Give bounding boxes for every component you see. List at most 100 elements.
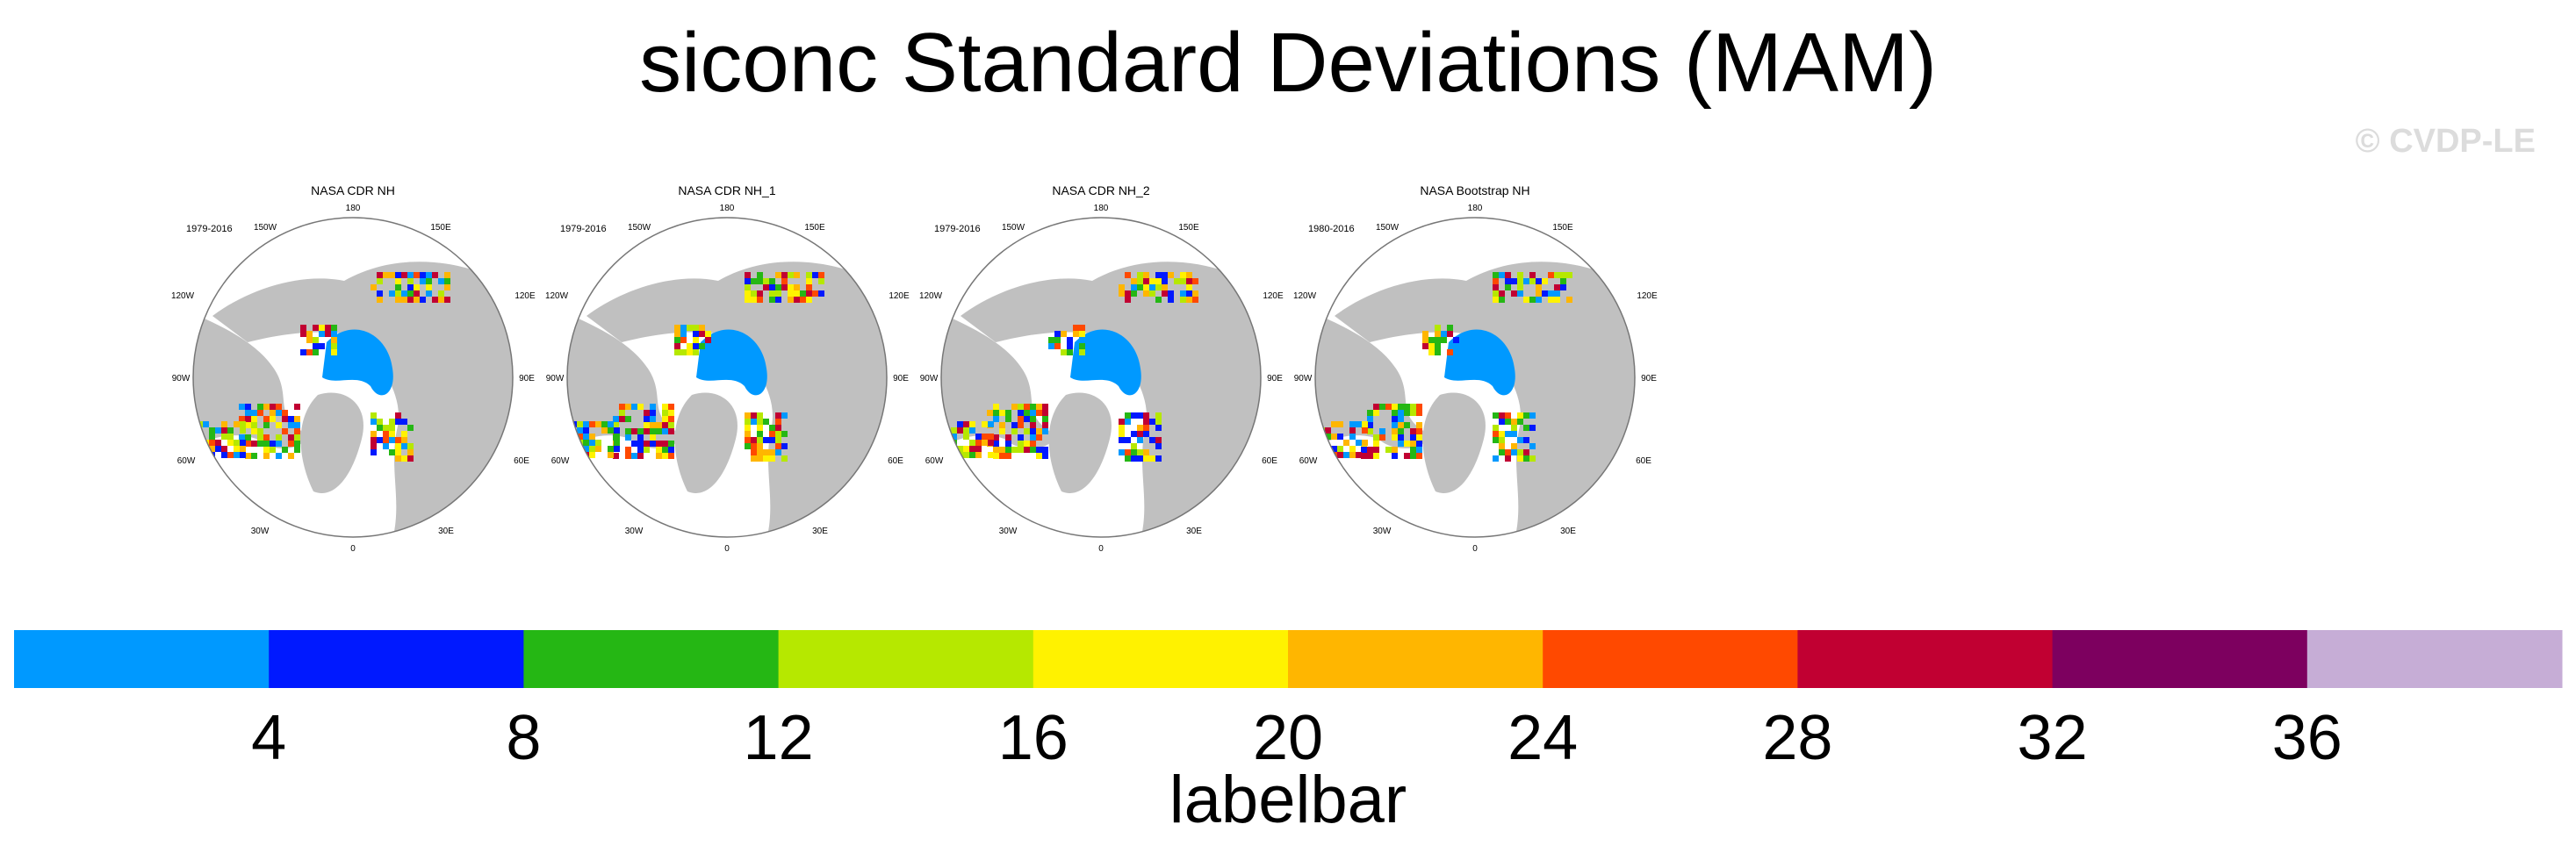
ice-cell — [662, 422, 668, 428]
ice-cell — [1143, 455, 1149, 462]
ice-cell — [1560, 284, 1566, 290]
ice-cell — [650, 416, 656, 422]
ice-cell — [1125, 455, 1131, 462]
ice-cell — [234, 421, 240, 427]
ice-cell — [1435, 343, 1441, 349]
ice-cell — [993, 434, 999, 441]
ice-cell — [1392, 416, 1398, 422]
ice-cell — [957, 421, 963, 427]
ice-cell — [1362, 440, 1368, 446]
ice-cell — [1018, 410, 1024, 416]
ice-cell — [1024, 416, 1030, 422]
labelbar-tick-label: 32 — [2018, 703, 2088, 773]
ice-cell — [251, 428, 257, 434]
ice-cell — [1137, 431, 1143, 437]
ice-cell — [757, 431, 763, 437]
ice-cell — [1125, 272, 1131, 278]
ice-cell — [294, 441, 300, 447]
ice-cell — [999, 447, 1005, 453]
ice-cell — [209, 427, 215, 434]
longitude-label: 30W — [625, 527, 644, 536]
ice-cell — [794, 284, 800, 290]
ice-cell — [1067, 343, 1073, 349]
ice-cell — [401, 437, 407, 443]
ice-cell — [240, 440, 246, 446]
ice-cell — [637, 434, 644, 441]
ice-cell — [775, 419, 781, 425]
longitude-label: 60W — [177, 456, 196, 466]
ice-cell — [769, 455, 775, 462]
ice-cell — [1435, 349, 1441, 355]
ice-cell — [781, 431, 788, 437]
ice-cell — [1367, 422, 1373, 428]
page-title: siconc Standard Deviations (MAM) — [639, 16, 1937, 110]
land-eurasia — [961, 262, 1261, 537]
ice-cell — [1192, 278, 1198, 284]
ice-cell — [1131, 290, 1137, 297]
ice-cell — [383, 425, 389, 431]
ice-cell — [1447, 331, 1453, 337]
ice-cell — [313, 337, 319, 343]
ice-cell — [794, 272, 800, 278]
ice-cell — [1523, 437, 1529, 443]
ice-cell — [1373, 434, 1379, 441]
ice-cell — [432, 297, 438, 303]
ice-cell — [294, 434, 300, 441]
ice-cell — [1548, 297, 1554, 303]
ice-cell — [1523, 412, 1529, 419]
ice-cell — [1119, 290, 1125, 297]
ice-cell — [395, 284, 401, 290]
ice-cell — [331, 337, 337, 343]
land-eurasia — [1335, 262, 1635, 537]
ice-cell — [608, 427, 614, 434]
ice-cell — [993, 453, 999, 459]
ice-cell — [1168, 272, 1174, 278]
ice-cell — [377, 425, 383, 431]
ice-cell — [1410, 410, 1416, 416]
ice-cell — [1511, 443, 1517, 449]
ice-cell — [313, 349, 319, 355]
ice-cell — [1416, 404, 1422, 410]
ice-cell — [993, 416, 999, 422]
ice-cell — [656, 428, 662, 434]
ice-cell — [383, 431, 389, 437]
ice-cell — [769, 297, 775, 303]
ice-cell — [331, 325, 337, 331]
ice-cell — [1499, 290, 1505, 297]
ice-cell — [1143, 431, 1149, 437]
longitude-label: 150W — [254, 223, 277, 233]
ice-cell — [999, 428, 1005, 434]
ice-cell — [668, 410, 674, 416]
ice-cell — [1125, 437, 1131, 443]
ice-cell — [288, 416, 294, 422]
ice-cell — [993, 447, 999, 453]
ice-cell — [234, 452, 240, 458]
ice-cell — [1067, 349, 1073, 355]
ice-cell — [1373, 447, 1379, 453]
ice-cell — [426, 284, 432, 290]
ice-cell — [1493, 425, 1499, 431]
ice-cell — [1036, 434, 1042, 441]
ice-cell — [589, 446, 595, 452]
ice-cell — [589, 440, 595, 446]
labelbar-box — [1797, 630, 2054, 688]
ice-cell — [806, 278, 812, 284]
ice-cell — [1517, 284, 1523, 290]
ice-cell — [637, 447, 644, 453]
ice-cell — [763, 278, 769, 284]
ice-cell — [240, 421, 246, 427]
ice-cell — [1131, 412, 1137, 419]
ice-cell — [1131, 455, 1137, 462]
ice-cell — [251, 453, 257, 459]
ice-cell — [227, 427, 234, 434]
longitude-label: 150E — [1552, 223, 1573, 233]
ice-cell — [674, 343, 680, 349]
ice-cell — [775, 437, 781, 443]
ice-cell — [1416, 428, 1422, 434]
ice-cell — [313, 325, 319, 331]
ice-cell — [1392, 434, 1398, 441]
ice-cell — [282, 416, 288, 422]
ice-cell — [239, 434, 245, 441]
ice-central — [322, 329, 393, 396]
